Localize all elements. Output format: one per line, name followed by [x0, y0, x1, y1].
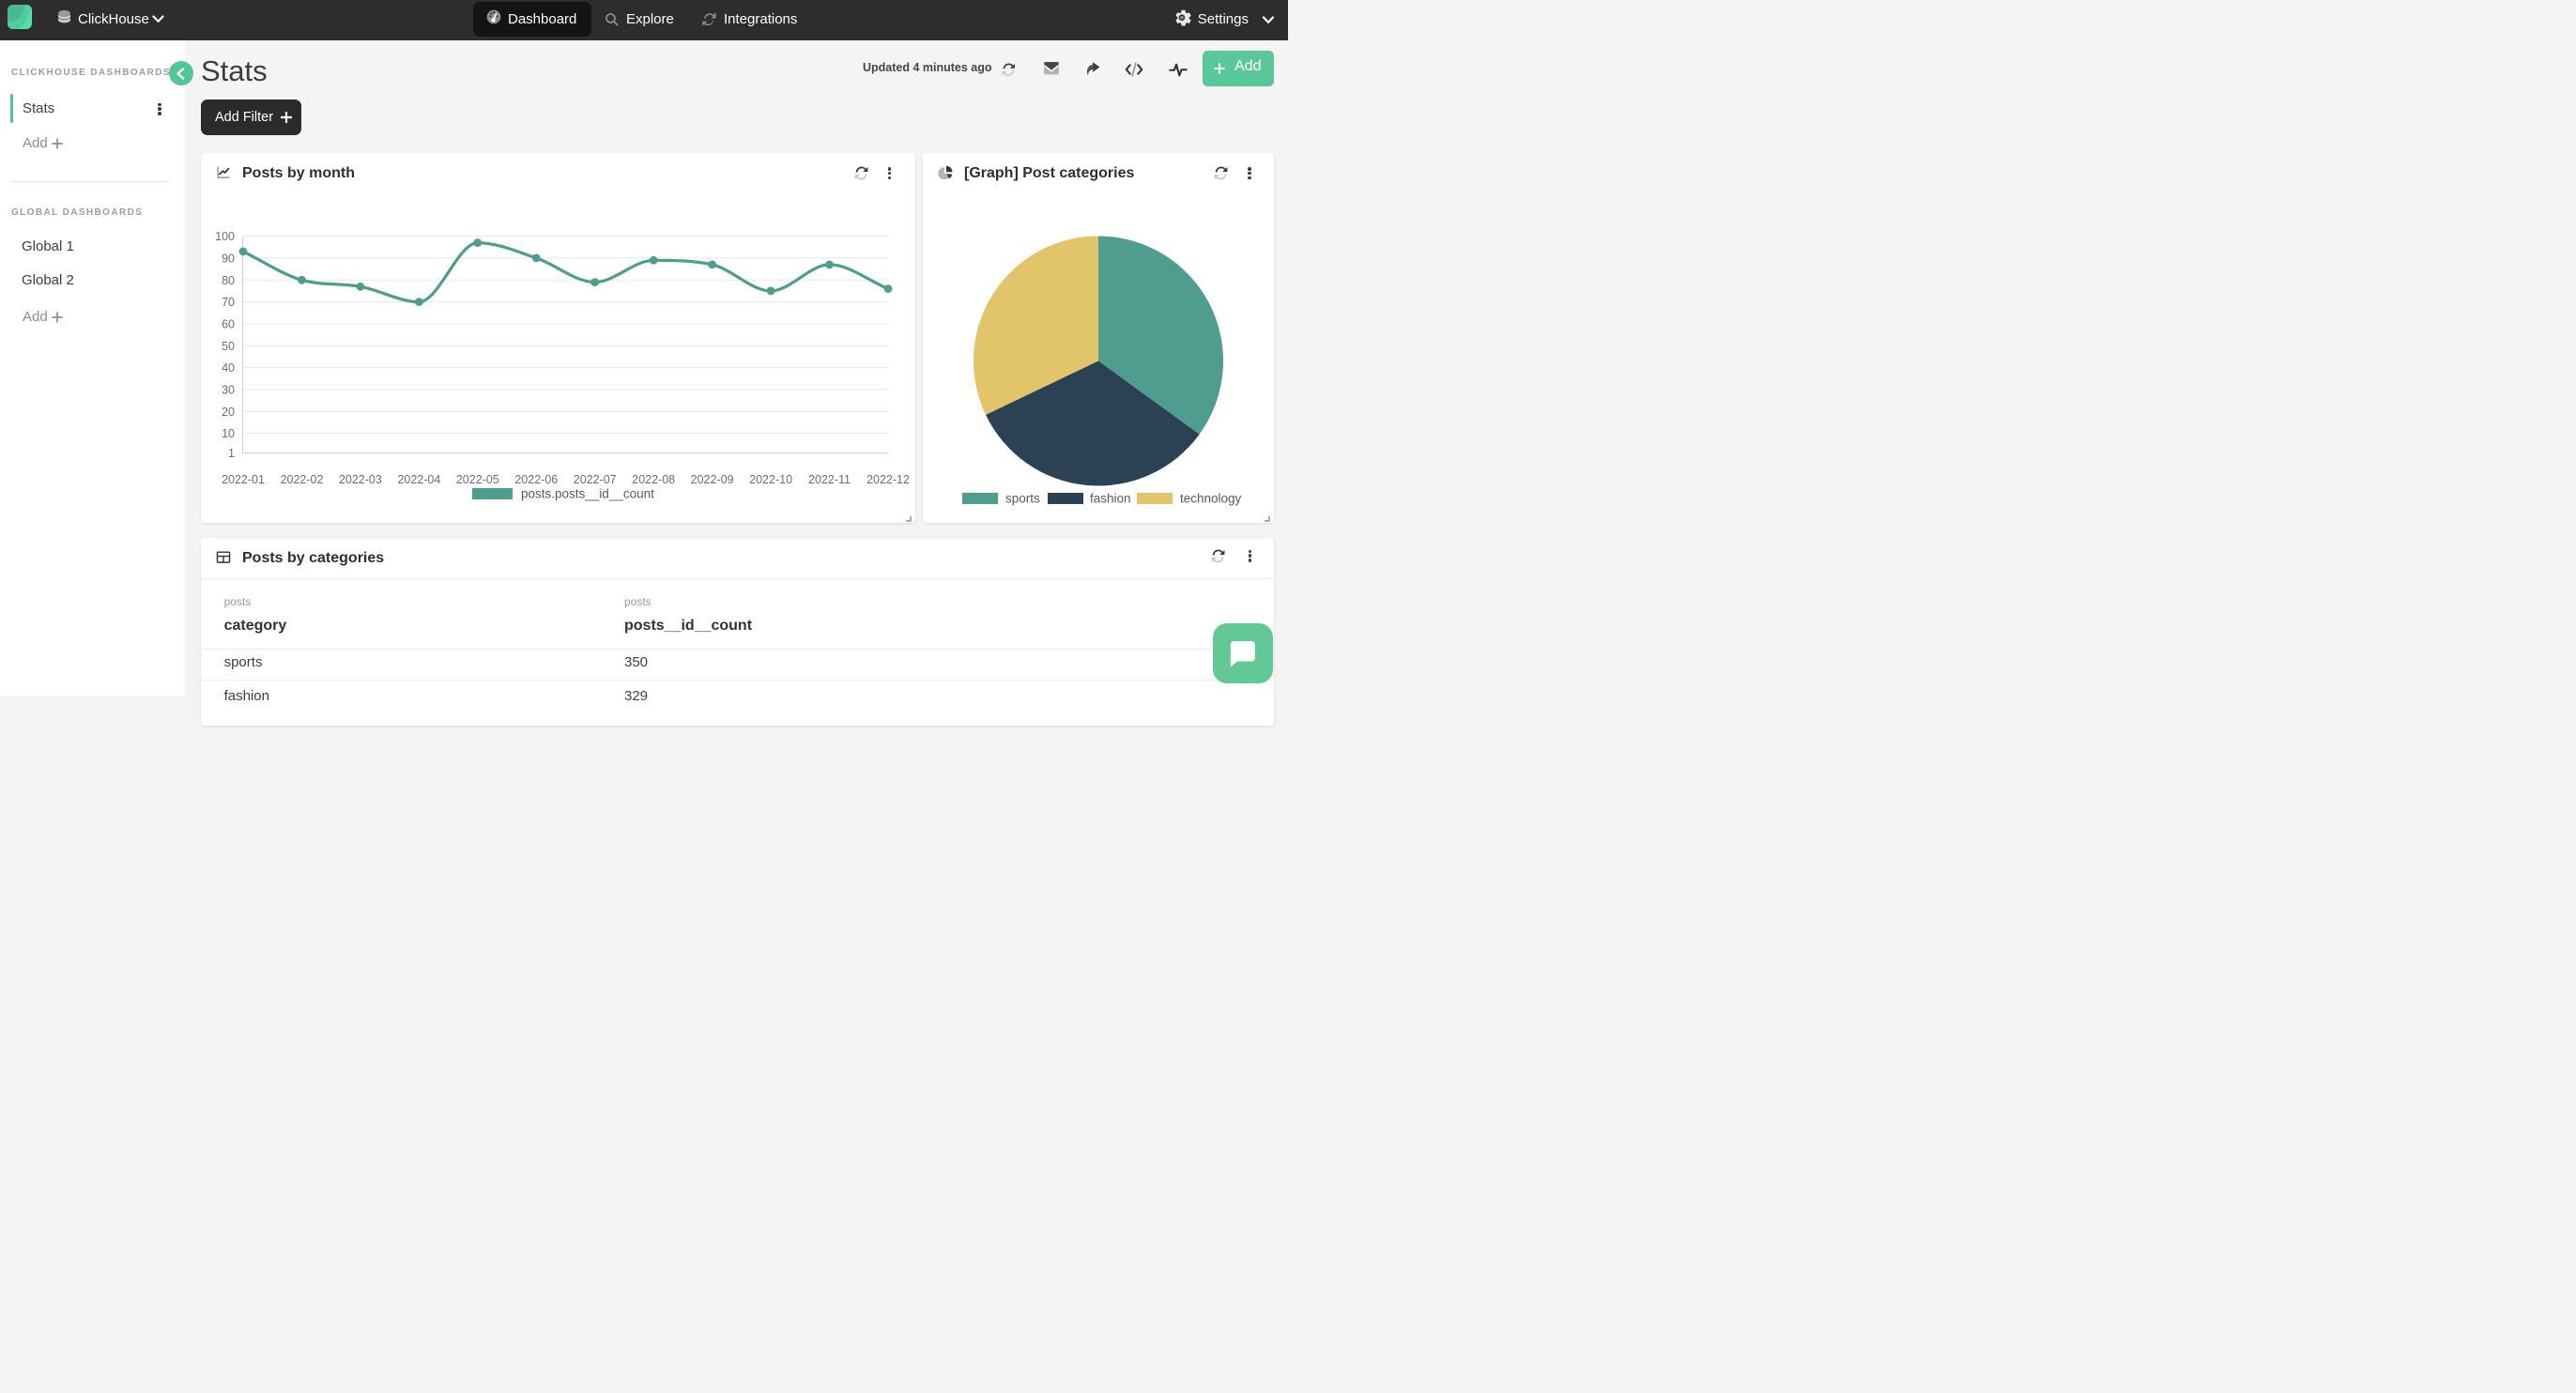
svg-text:100: 100	[215, 230, 235, 243]
svg-text:30: 30	[222, 383, 235, 396]
svg-text:40: 40	[222, 361, 235, 375]
svg-text:90: 90	[222, 252, 235, 265]
svg-text:2022-11: 2022-11	[808, 473, 851, 486]
svg-text:70: 70	[222, 296, 235, 309]
svg-text:50: 50	[222, 340, 235, 353]
svg-text:2022-03: 2022-03	[339, 473, 382, 486]
svg-text:fashion: fashion	[1090, 492, 1131, 506]
svg-text:20: 20	[222, 406, 235, 419]
svg-text:2022-12: 2022-12	[866, 473, 910, 486]
svg-text:technology: technology	[1180, 492, 1242, 506]
svg-text:2022-04: 2022-04	[397, 473, 440, 486]
svg-text:2022-08: 2022-08	[632, 473, 675, 486]
svg-text:80: 80	[222, 274, 235, 287]
svg-text:2022-01: 2022-01	[222, 473, 265, 486]
svg-text:2022-05: 2022-05	[456, 473, 499, 486]
svg-text:2022-06: 2022-06	[514, 473, 558, 486]
svg-text:2022-02: 2022-02	[281, 473, 324, 486]
svg-text:60: 60	[222, 317, 235, 330]
svg-text:2022-10: 2022-10	[749, 473, 792, 486]
svg-text:sports: sports	[1005, 492, 1040, 506]
svg-text:posts.posts__id__count: posts.posts__id__count	[521, 487, 654, 501]
svg-text:10: 10	[222, 427, 235, 440]
svg-text:2022-07: 2022-07	[574, 473, 617, 486]
svg-text:2022-09: 2022-09	[691, 473, 734, 486]
svg-text:1: 1	[228, 447, 235, 460]
